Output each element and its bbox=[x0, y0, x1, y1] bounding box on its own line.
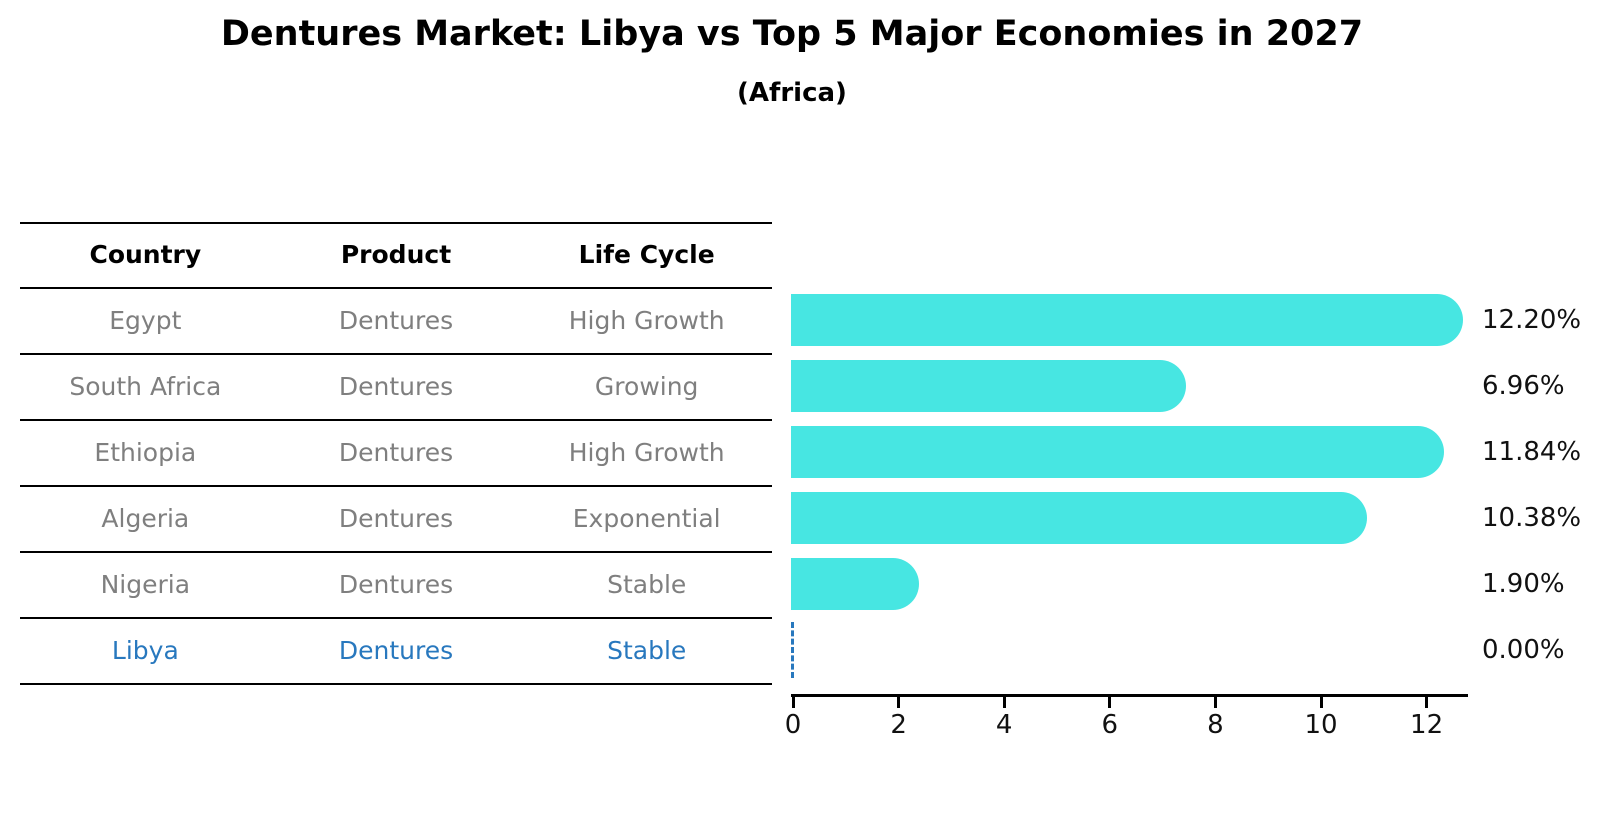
cell-life-cycle: Stable bbox=[607, 635, 687, 665]
table-row-south-africa: South Africa Dentures Growing bbox=[20, 353, 772, 419]
cell-country: Algeria bbox=[101, 503, 190, 533]
cell-country: Ethiopia bbox=[94, 437, 197, 467]
value-label-libya: 0.00% bbox=[1482, 635, 1565, 665]
cell-country: Nigeria bbox=[100, 569, 191, 599]
cell-product: Dentures bbox=[338, 437, 454, 467]
cell-life-cycle: Stable bbox=[607, 569, 687, 599]
x-tick-label: 10 bbox=[1304, 710, 1338, 740]
x-axis-line bbox=[791, 694, 1468, 697]
bar-nigeria bbox=[791, 558, 920, 610]
bar-egypt bbox=[791, 294, 1464, 346]
cell-product: Dentures bbox=[338, 503, 454, 533]
table-separator-line bbox=[20, 419, 772, 421]
table-separator-line bbox=[20, 617, 772, 619]
cell-product: Dentures bbox=[338, 305, 454, 335]
x-axis-tick bbox=[1319, 697, 1323, 708]
table-separator-line bbox=[20, 551, 772, 553]
x-tick-label: 4 bbox=[995, 710, 1013, 740]
cell-life-cycle: High Growth bbox=[568, 305, 725, 335]
header-product: Product bbox=[340, 240, 452, 269]
bar-algeria bbox=[791, 492, 1368, 544]
table-header-row: Country Product Life Cycle bbox=[20, 222, 772, 287]
cell-life-cycle: Exponential bbox=[572, 503, 721, 533]
chart-subtitle: (Africa) bbox=[737, 78, 847, 108]
cell-country: Egypt bbox=[109, 305, 182, 335]
header-country: Country bbox=[89, 240, 202, 269]
table-separator-line bbox=[20, 683, 772, 685]
x-tick-label: 6 bbox=[1101, 710, 1119, 740]
table-row-nigeria: Nigeria Dentures Stable bbox=[20, 551, 772, 617]
bar-libya-zero-marker bbox=[791, 622, 794, 678]
cell-life-cycle: Growing bbox=[594, 371, 699, 401]
value-label-south-africa: 6.96% bbox=[1482, 371, 1565, 401]
cell-product: Dentures bbox=[338, 569, 454, 599]
x-tick-label: 8 bbox=[1207, 710, 1224, 740]
value-label-ethiopia: 11.84% bbox=[1482, 437, 1582, 467]
x-axis-tick bbox=[1213, 697, 1217, 708]
table-row-egypt: Egypt Dentures High Growth bbox=[20, 287, 772, 353]
table-row-algeria: Algeria Dentures Exponential bbox=[20, 485, 772, 551]
x-axis-tick bbox=[1002, 697, 1006, 708]
chart-title: Dentures Market: Libya vs Top 5 Major Ec… bbox=[220, 14, 1364, 54]
cell-product: Dentures bbox=[338, 371, 454, 401]
x-axis-tick bbox=[1108, 697, 1112, 708]
x-axis-tick bbox=[1425, 697, 1429, 708]
value-label-egypt: 12.20% bbox=[1482, 305, 1582, 335]
table-row-ethiopia: Ethiopia Dentures High Growth bbox=[20, 419, 772, 485]
header-life-cycle: Life Cycle bbox=[578, 240, 715, 269]
x-tick-label: 0 bbox=[784, 710, 802, 740]
x-tick-label: 12 bbox=[1410, 710, 1444, 740]
bar-south-africa bbox=[791, 360, 1187, 412]
table-separator-line bbox=[20, 485, 772, 487]
table-separator-line bbox=[20, 287, 772, 289]
bar-ethiopia bbox=[791, 426, 1445, 478]
x-axis-tick bbox=[791, 697, 795, 708]
table-separator-line bbox=[20, 222, 772, 224]
x-axis-tick bbox=[897, 697, 901, 708]
cell-country: South Africa bbox=[69, 371, 222, 401]
table-separator-line bbox=[20, 353, 772, 355]
value-label-algeria: 10.38% bbox=[1482, 503, 1582, 533]
table-row-libya: Libya Dentures Stable bbox=[20, 617, 772, 683]
cell-product: Dentures bbox=[338, 635, 454, 665]
cell-country: Libya bbox=[111, 635, 179, 665]
cell-life-cycle: High Growth bbox=[568, 437, 725, 467]
x-tick-label: 2 bbox=[890, 710, 907, 740]
value-label-nigeria: 1.90% bbox=[1482, 569, 1565, 599]
